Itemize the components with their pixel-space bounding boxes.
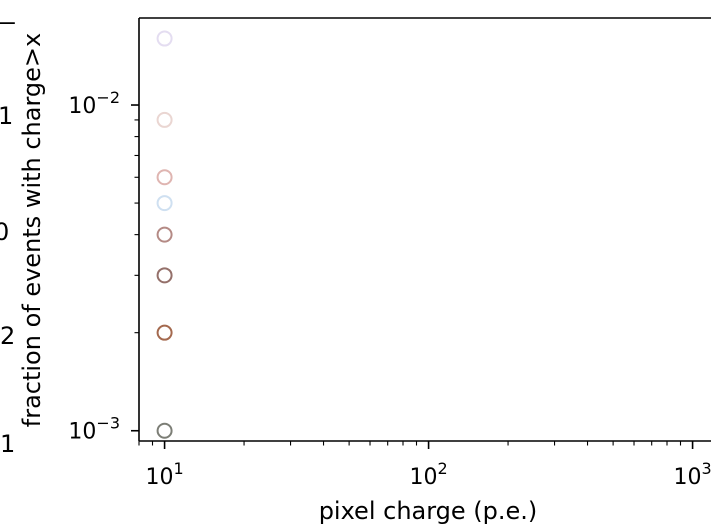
cropped-text-fragment: 1 [0, 102, 13, 130]
y-tick-label: 10−3 [68, 414, 120, 445]
data-point-marker [156, 267, 173, 284]
cropped-text-fragment: 2 [0, 322, 15, 350]
x-axis-label: pixel charge (p.e.) [319, 497, 538, 525]
tick-layer: 101 102 103 10−3 10−2 [68, 88, 711, 490]
x-tick-label: 101 [145, 459, 183, 490]
data-point-marker [156, 169, 173, 186]
data-point-marker [156, 324, 173, 341]
data-point-marker [156, 226, 173, 243]
y-tick-label: 10−2 [68, 88, 120, 119]
data-point-marker [156, 422, 173, 439]
data-point-marker [156, 30, 173, 47]
x-tick-label: 102 [409, 459, 447, 490]
cropped-text-fragment: 0 [0, 218, 9, 246]
y-axis-label: fraction of events with charge>x [18, 33, 46, 428]
data-point-marker [156, 195, 173, 212]
x-tick-label: 103 [673, 459, 711, 490]
cropped-left-text: 1 2 0 1 — [0, 8, 16, 458]
marker-layer [156, 30, 173, 439]
data-point-marker [156, 111, 173, 128]
cropped-text-fragment: — [0, 8, 16, 36]
axes-frame [138, 17, 711, 442]
cropped-text-fragment: 1 [0, 430, 15, 458]
